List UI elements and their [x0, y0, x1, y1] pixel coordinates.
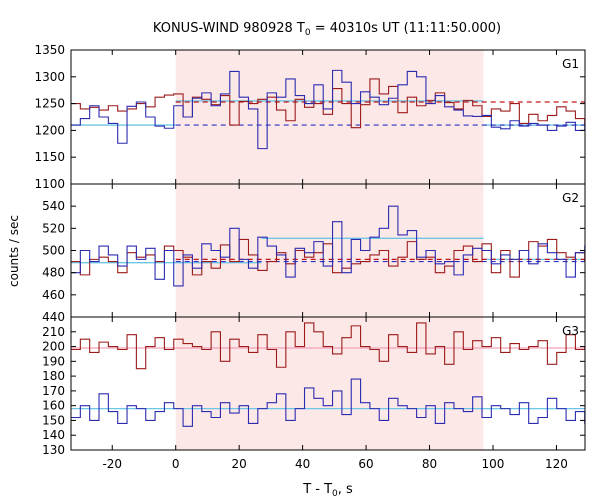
y-tick-label: 200 — [42, 340, 65, 354]
y-tick-label: 180 — [42, 369, 65, 383]
y-tick-label: 150 — [42, 413, 65, 427]
highlight-interval — [175, 50, 484, 450]
y-tick-label: 1350 — [34, 43, 65, 57]
y-tick-label: 460 — [42, 288, 65, 302]
y-tick-label: 210 — [42, 325, 65, 339]
panel-frame — [70, 316, 586, 451]
y-tick-label: 160 — [42, 399, 65, 413]
y-tick-label: 500 — [42, 244, 65, 258]
y-tick-label: 130 — [42, 443, 65, 457]
series-red-step — [71, 322, 585, 370]
y-tick-label: 440 — [42, 310, 65, 324]
x-tick-label: 80 — [422, 457, 437, 471]
x-tick-label: 20 — [232, 457, 247, 471]
y-tick-label: 1300 — [34, 70, 65, 84]
y-axis-label: counts / sec — [7, 215, 21, 287]
panel-label: G3 — [562, 324, 579, 338]
x-tick-label: 40 — [295, 457, 310, 471]
x-axis-label-suffix: , s — [338, 482, 353, 497]
x-tick-label: 60 — [358, 457, 373, 471]
y-tick-label: 1200 — [34, 123, 65, 137]
panel-label: G2 — [562, 191, 579, 205]
x-tick-label: 120 — [545, 457, 568, 471]
panel-g2-data — [71, 205, 585, 287]
y-tick-label: 1150 — [34, 150, 65, 164]
y-tick-label: 170 — [42, 384, 65, 398]
x-tick-label: 100 — [482, 457, 505, 471]
y-tick-label: 1100 — [34, 177, 65, 191]
y-tick-label: 480 — [42, 266, 65, 280]
chart-title-prefix: KONUS-WIND 980928 T — [153, 21, 305, 36]
y-tick-label: 520 — [42, 221, 65, 235]
series-blue-step — [71, 205, 585, 287]
x-tick-label: -20 — [102, 457, 122, 471]
y-tick-label: 140 — [42, 428, 65, 442]
y-tick-label: 1250 — [34, 97, 65, 111]
x-axis-label-prefix: T - T — [302, 482, 332, 497]
chart-title-suffix: = 40310s UT (11:11:50.000) — [311, 21, 501, 36]
series-blue-step — [71, 69, 585, 150]
series-blue-step — [71, 378, 585, 427]
x-axis-label-sub: 0 — [332, 489, 338, 499]
panel-g1-data — [71, 69, 585, 150]
panel-label: G1 — [562, 57, 579, 71]
plot-layer: G1110011501200125013001350G2440460480500… — [34, 43, 586, 471]
panel-g3-data — [71, 322, 585, 427]
chart-title-sub: 0 — [305, 28, 311, 38]
y-tick-label: 540 — [42, 199, 65, 213]
x-tick-label: 0 — [172, 457, 180, 471]
x-axis-label: T - T0, s — [302, 482, 353, 499]
y-tick-label: 190 — [42, 354, 65, 368]
chart-title: KONUS-WIND 980928 T0 = 40310s UT (11:11:… — [153, 21, 501, 38]
